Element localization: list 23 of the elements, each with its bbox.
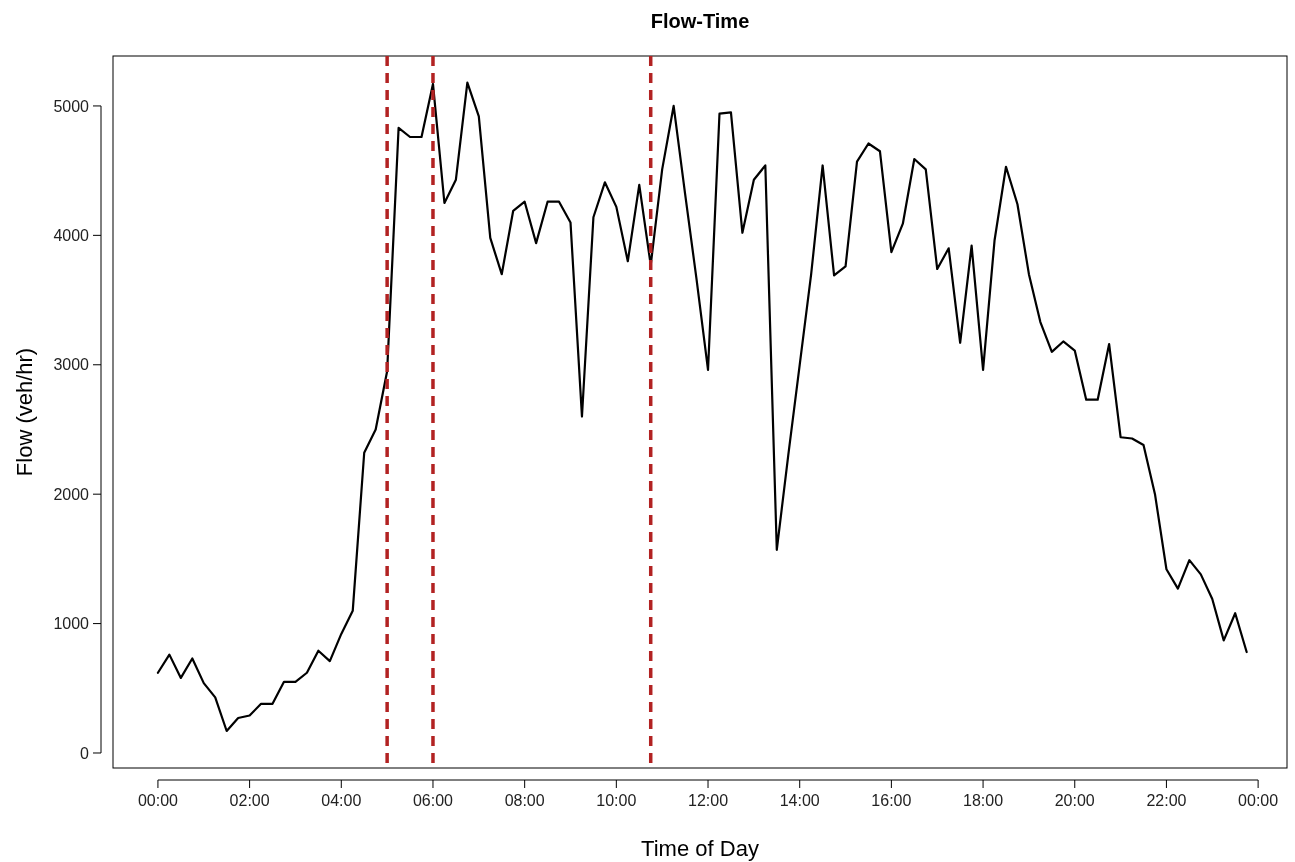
y-axis-title: Flow (veh/hr)	[12, 347, 37, 477]
x-tick-label: 16:00	[871, 792, 912, 809]
y-tick-label: 0	[80, 744, 90, 762]
y-tick-label: 4000	[53, 226, 90, 244]
x-tick-label: 02:00	[229, 792, 270, 809]
x-tick-label: 04:00	[321, 792, 362, 809]
x-tick-label: 00:00	[137, 792, 179, 809]
y-tick-label: 2000	[53, 485, 90, 503]
x-tick-label: 12:00	[688, 792, 729, 809]
chart-title: Flow-Time	[650, 10, 750, 32]
y-tick-label: 3000	[53, 356, 90, 374]
x-tick-label: 18:00	[963, 792, 1004, 809]
x-tick-label: 20:00	[1054, 792, 1095, 809]
x-tick-label: 08:00	[504, 792, 545, 809]
x-tick-label: 22:00	[1146, 792, 1187, 809]
y-tick-label: 5000	[53, 97, 90, 115]
x-tick-label: 00:00	[1238, 792, 1279, 809]
y-tick-label: 1000	[53, 615, 90, 633]
x-tick-label: 06:00	[412, 792, 454, 809]
x-axis-title: Time of Day	[641, 836, 759, 861]
line-series	[156, 81, 1248, 733]
x-tick-label: 14:00	[779, 792, 820, 809]
x-tick-label: 10:00	[596, 792, 637, 809]
